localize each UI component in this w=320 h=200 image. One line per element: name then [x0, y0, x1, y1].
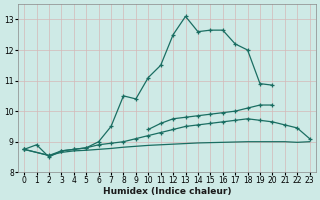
X-axis label: Humidex (Indice chaleur): Humidex (Indice chaleur): [103, 187, 231, 196]
